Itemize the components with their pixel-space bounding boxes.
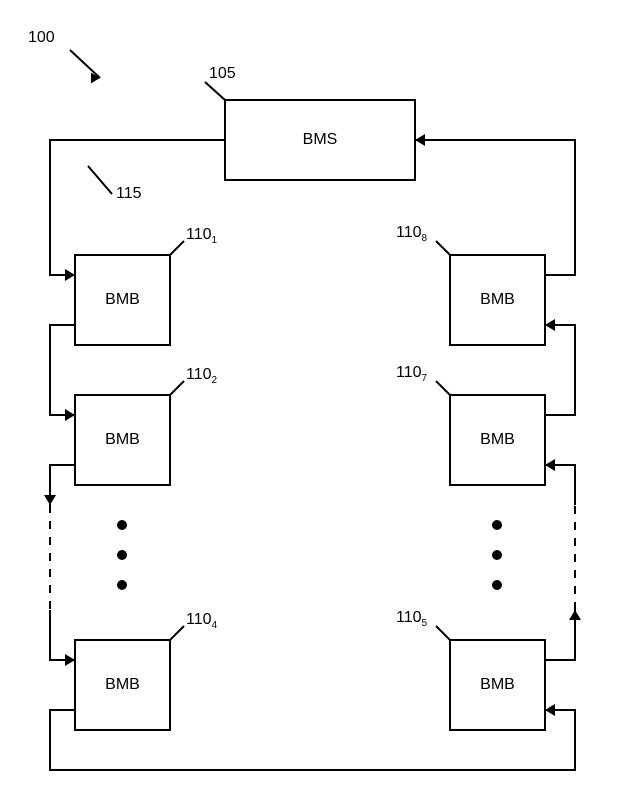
right-ellipsis-dot-0: [492, 520, 502, 530]
right-ellipsis-dot-2: [492, 580, 502, 590]
arrowhead: [65, 269, 75, 281]
wire-left1-to-left2: [50, 325, 75, 415]
arrowhead: [415, 134, 425, 146]
bmb-ref-leader-left-0: [170, 241, 184, 255]
bmb-ref-leader-left-1: [170, 381, 184, 395]
left-ellipsis-dot-0: [117, 520, 127, 530]
bms-ref-leader: [205, 82, 225, 100]
bmb-ref-right-1: 1107: [396, 364, 428, 384]
arrowhead: [569, 610, 581, 620]
wire-dash-to-right7: [545, 465, 575, 505]
figure-ref-leader: [70, 50, 100, 78]
bmb-ref-leader-right-2: [436, 626, 450, 640]
figure-ref: 100: [28, 29, 55, 46]
bmb-label-right-1: BMB: [480, 431, 515, 448]
right-ellipsis-dot-1: [492, 550, 502, 560]
bmb-ref-leader-right-0: [436, 241, 450, 255]
bms-label: BMS: [303, 131, 338, 148]
bmb-ref-right-2: 1105: [396, 609, 428, 629]
bmb-ref-leader-right-1: [436, 381, 450, 395]
bmb-ref-right-0: 1108: [396, 224, 428, 244]
arrowhead: [545, 704, 555, 716]
bmb-ref-left-2: 1104: [186, 611, 218, 631]
bmb-label-right-0: BMB: [480, 291, 515, 308]
wire-left4-to-right5: [50, 710, 575, 770]
arrowhead: [65, 654, 75, 666]
arrowhead: [545, 459, 555, 471]
bmb-label-left-1: BMB: [105, 431, 140, 448]
bms-ref: 105: [209, 65, 236, 82]
arrowhead: [65, 409, 75, 421]
bus-ref: 115: [116, 185, 142, 202]
bus-ref-leader: [88, 166, 112, 194]
bmb-ref-leader-left-2: [170, 626, 184, 640]
bmb-label-left-0: BMB: [105, 291, 140, 308]
arrowhead: [44, 495, 56, 505]
bmb-label-right-2: BMB: [480, 676, 515, 693]
left-ellipsis-dot-1: [117, 550, 127, 560]
bmb-label-left-2: BMB: [105, 676, 140, 693]
wire-left2-to-dash: [50, 465, 75, 505]
bmb-ref-left-0: 1101: [186, 226, 218, 246]
left-ellipsis-dot-2: [117, 580, 127, 590]
wire-right7-to-right8: [545, 325, 575, 415]
wire-dash-to-left4: [50, 610, 75, 660]
bmb-ref-left-1: 1102: [186, 366, 218, 386]
arrowhead: [545, 319, 555, 331]
